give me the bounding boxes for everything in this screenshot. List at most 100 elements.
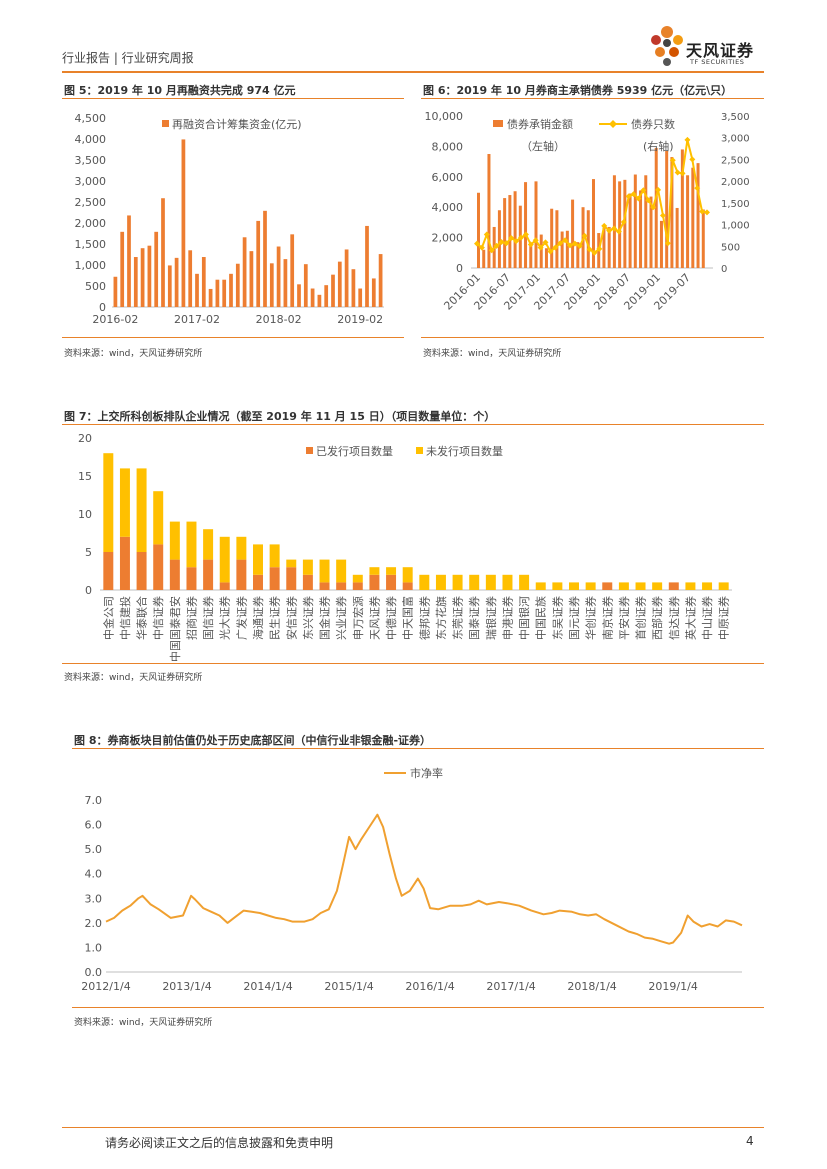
bar [290, 234, 295, 307]
x-tick-label: 2017/1/4 [486, 980, 535, 993]
bar-issued [269, 567, 280, 590]
bar-issued [103, 552, 114, 590]
x-tick-label: 中德证券 [384, 596, 398, 640]
bar [283, 259, 288, 307]
legend-marker-line [609, 120, 617, 128]
bar [555, 210, 559, 268]
bar-issued [236, 559, 247, 590]
bar [229, 273, 233, 307]
right-y-tick-label: 1,000 [721, 221, 750, 232]
bar [691, 167, 695, 268]
bar-issued [302, 574, 313, 590]
line-marker [537, 244, 544, 251]
bar-pending [319, 559, 330, 583]
flower-logo-icon [651, 26, 683, 66]
x-tick-label: 国泰证券 [467, 596, 481, 640]
footer-rule [62, 1127, 764, 1128]
line-marker [625, 193, 632, 200]
legend-label: 再融资合计筹集资金(亿元) [172, 117, 302, 131]
bar [477, 192, 480, 268]
bar-pending [186, 521, 197, 568]
line-marker [566, 242, 573, 249]
y-tick-label: 0 [99, 301, 106, 314]
fig5-source: 资料来源：wind，天风证券研究所 [64, 349, 203, 359]
x-tick-label: 2018-02 [256, 313, 302, 326]
y-tick-label: 5 [85, 546, 92, 559]
legend-sub-bars: （左轴） [521, 139, 565, 153]
x-tick-label: 东兴证券 [301, 596, 315, 640]
bar [623, 179, 627, 268]
bar [161, 198, 165, 307]
x-tick-label: 西部证券 [650, 596, 664, 640]
x-tick-label: 广发证券 [234, 596, 248, 640]
line-marker [611, 225, 618, 232]
bar-pending [652, 582, 663, 590]
x-tick-label: 2014/1/4 [243, 980, 292, 993]
bar-pending [702, 582, 713, 590]
bar [188, 250, 193, 307]
legend-label-line: 债券只数 [631, 117, 675, 131]
x-tick-label: 2012/1/4 [81, 980, 130, 993]
x-tick-label: 兴业证券 [334, 596, 348, 640]
x-tick-label: 东吴证券 [550, 596, 564, 640]
x-tick-label: 中天国富 [401, 596, 415, 640]
bar-issued [286, 567, 297, 590]
line-marker [645, 197, 652, 204]
bar-issued [668, 582, 679, 590]
right-y-tick-label: 2,500 [721, 155, 750, 166]
x-tick-label: 2016/1/4 [405, 980, 454, 993]
bar [639, 190, 643, 268]
x-tick-label: 2018/1/4 [567, 980, 616, 993]
line-marker [488, 247, 495, 254]
bar-issued [203, 559, 214, 590]
left-y-tick-label: 10,000 [425, 110, 464, 123]
bar-issued [352, 582, 363, 590]
line-marker [650, 204, 657, 211]
line-marker [547, 248, 554, 255]
left-y-tick-label: 0 [456, 262, 463, 275]
bar-pending [352, 574, 363, 583]
bar-issued [253, 574, 263, 590]
bar [592, 179, 595, 268]
x-tick-label: 国元证券 [567, 596, 581, 640]
fig7-bottom-rule [62, 663, 764, 664]
bar-pending [469, 574, 480, 590]
bar [607, 226, 611, 268]
fig7-source: 资料来源：wind，天风证券研究所 [64, 673, 203, 683]
fig6-chart: 0 2,000 4,000 6,000 8,000 10,000 0 500 1,000 1,50… [425, 110, 750, 313]
line-marker [620, 218, 627, 225]
bar-issued [336, 582, 347, 590]
y-tick-label: 0 [85, 584, 92, 597]
legend-label-bars: 债券承销金额 [507, 117, 573, 131]
bar-pending [618, 582, 629, 590]
bar [497, 210, 501, 268]
bar [337, 261, 342, 307]
bar-issued [119, 536, 130, 590]
bar-pending [236, 536, 247, 560]
bar-pending [402, 567, 413, 583]
x-tick-label: 中信证券 [151, 596, 165, 640]
bar-issued [186, 567, 197, 590]
bar [696, 163, 700, 268]
bar-pending [269, 544, 280, 568]
bar [675, 207, 679, 268]
y-tick-label: 1,000 [75, 259, 107, 272]
line-marker [669, 157, 676, 164]
line-marker [664, 240, 671, 247]
line-marker [615, 228, 622, 235]
bar [487, 154, 491, 268]
bar [586, 210, 590, 268]
y-tick-label: 3.0 [85, 892, 103, 905]
bar [215, 279, 220, 307]
fig8-chart: 0.0 1.0 2.0 3.0 4.0 5.0 6.0 7.0 2012/1/4 2013/1/4… [81, 766, 743, 993]
bar [317, 294, 322, 307]
fig5-title-rule [62, 98, 404, 99]
left-y-tick-label: 8,000 [432, 140, 464, 153]
line-marker [478, 244, 485, 251]
bar [633, 174, 637, 268]
bar [358, 288, 363, 307]
fig5-title: 图 5：2019 年 10 月再融资共完成 974 亿元 [64, 84, 296, 97]
bar-pending [419, 574, 430, 590]
bar-pending [369, 567, 380, 575]
line-marker [581, 232, 588, 239]
